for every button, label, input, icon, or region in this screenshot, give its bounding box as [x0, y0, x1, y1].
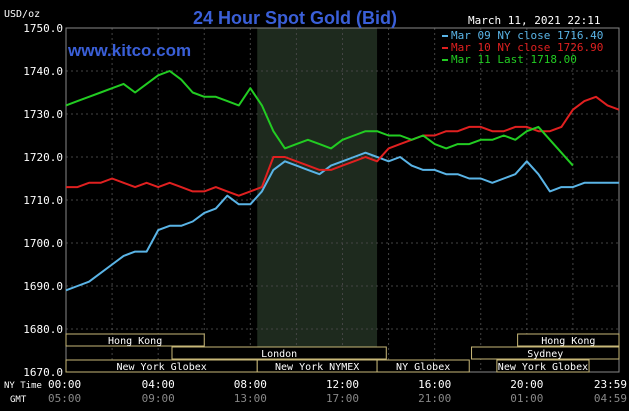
x-tick-gmt: 13:00 [234, 392, 267, 405]
series-line-mar09 [65, 151, 619, 292]
y-tick-label: 1690.0 [23, 280, 63, 293]
x-tick-ny: 20:00 [510, 378, 543, 391]
series-line-mar10 [66, 95, 620, 197]
session-label: New York Globex [498, 362, 588, 373]
session-box [171, 346, 387, 360]
x-tick-gmt: 21:00 [418, 392, 451, 405]
session-label: New York NYMEX [275, 362, 359, 373]
session-box [496, 359, 590, 373]
session-label: London [261, 349, 297, 360]
y-tick-label: 1750.0 [23, 22, 63, 35]
session-label: New York Globex [116, 362, 206, 373]
brand-url[interactable]: www.kitco.com [67, 41, 191, 60]
x-tick-gmt: 17:00 [326, 392, 359, 405]
market-sessions: Hong Kong London New York Globex New York N… [65, 333, 620, 373]
legend-entry-mar10: Mar 10 NY close 1726.90 [451, 41, 603, 54]
x-tick-gmt: 04:59 [594, 392, 627, 405]
x-tick-ny: 12:00 [326, 378, 359, 391]
x-tick-ny: 23:59 [594, 378, 627, 391]
session-box [376, 359, 470, 373]
session-box [471, 346, 620, 360]
legend-entry-mar11: Mar 11 Last 1718.00 [451, 53, 577, 66]
legend-swatch-mar10 [442, 47, 448, 49]
gmt-label: GMT [10, 395, 27, 405]
x-tick-ny: 04:00 [142, 378, 175, 391]
series-lines [65, 70, 620, 292]
datetime-stamp: March 11, 2021 22:11 [468, 14, 600, 27]
y-tick-label: 1740.0 [23, 65, 63, 78]
x-tick-gmt: 01:00 [510, 392, 543, 405]
x-tick-ny: 00:00 [48, 378, 81, 391]
series-line-mar11 [65, 70, 574, 167]
x-tick-labels: 00:00 04:00 08:00 12:00 16:00 20:00 23:59 05:00… [48, 378, 627, 405]
y-tick-label: 1680.0 [23, 323, 63, 336]
legend-entry-mar09: Mar 09 NY close 1716.40 [451, 29, 603, 42]
x-tick-gmt: 09:00 [142, 392, 175, 405]
legend-swatch-mar11 [442, 59, 448, 61]
y-tick-label: 1720.0 [23, 151, 63, 164]
ny-time-label: NY Time [4, 381, 42, 391]
chart-title: 24 Hour Spot Gold (Bid) [193, 8, 397, 28]
session-label: Hong Kong [541, 336, 595, 347]
session-label: Hong Kong [108, 336, 162, 347]
y-axis-label: USD/oz [4, 9, 40, 20]
legend-swatch-mar09 [442, 35, 448, 37]
x-tick-ny: 16:00 [418, 378, 451, 391]
session-label: Sydney [527, 349, 563, 360]
y-tick-label: 1700.0 [23, 237, 63, 250]
session-box [65, 333, 205, 347]
y-tick-label: 1710.0 [23, 194, 63, 207]
session-box [517, 333, 620, 347]
session-label: NY Globex [396, 362, 450, 373]
y-tick-labels: 1750.0 1740.0 1730.0 1720.0 1710.0 1700.0 1690… [23, 22, 63, 379]
x-tick-ny: 08:00 [234, 378, 267, 391]
y-tick-label: 1670.0 [23, 366, 63, 379]
x-tick-gmt: 05:00 [48, 392, 81, 405]
y-tick-label: 1730.0 [23, 108, 63, 121]
